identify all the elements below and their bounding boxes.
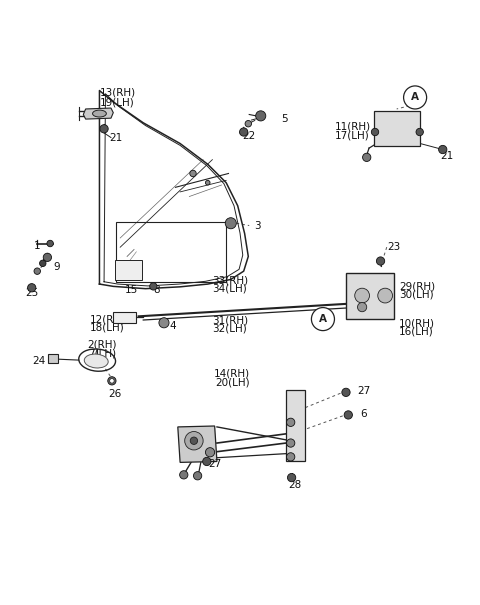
- Text: 4: 4: [169, 321, 176, 331]
- Circle shape: [439, 145, 447, 154]
- Circle shape: [355, 288, 370, 303]
- Circle shape: [108, 377, 116, 385]
- Text: 21: 21: [109, 134, 122, 143]
- Text: 22: 22: [242, 131, 256, 141]
- Ellipse shape: [84, 354, 108, 368]
- Circle shape: [190, 170, 196, 177]
- Text: 29(RH): 29(RH): [399, 281, 435, 292]
- Text: 28: 28: [288, 480, 302, 489]
- Text: 15: 15: [125, 284, 138, 295]
- Text: 30(LH): 30(LH): [399, 290, 433, 299]
- Circle shape: [190, 437, 198, 445]
- Polygon shape: [178, 426, 217, 462]
- Circle shape: [312, 307, 335, 330]
- Text: 11(RH): 11(RH): [335, 122, 371, 131]
- Circle shape: [159, 318, 169, 328]
- Circle shape: [39, 260, 46, 267]
- Text: 8: 8: [154, 284, 160, 295]
- Circle shape: [205, 180, 210, 185]
- Text: 27: 27: [208, 459, 221, 469]
- Text: 12(RH): 12(RH): [90, 314, 126, 324]
- Text: 26: 26: [108, 389, 121, 399]
- Text: 6: 6: [360, 409, 366, 419]
- FancyBboxPatch shape: [115, 260, 142, 280]
- Text: A: A: [319, 314, 327, 324]
- FancyBboxPatch shape: [286, 390, 304, 462]
- Text: 21: 21: [441, 151, 454, 161]
- Circle shape: [205, 448, 215, 457]
- Text: 20(LH): 20(LH): [215, 378, 250, 387]
- Circle shape: [150, 283, 157, 290]
- Circle shape: [34, 268, 40, 275]
- Text: 19(LH): 19(LH): [99, 97, 134, 107]
- Text: 7(LH): 7(LH): [88, 348, 116, 358]
- Text: 32(LH): 32(LH): [212, 323, 247, 333]
- Circle shape: [404, 86, 427, 109]
- Text: 16(LH): 16(LH): [399, 327, 434, 336]
- FancyBboxPatch shape: [373, 111, 420, 146]
- Circle shape: [100, 125, 108, 133]
- Circle shape: [27, 284, 36, 292]
- Text: 34(LH): 34(LH): [212, 284, 247, 293]
- Text: 5: 5: [281, 114, 288, 124]
- FancyBboxPatch shape: [48, 354, 58, 364]
- Circle shape: [240, 128, 248, 136]
- Text: 27: 27: [358, 386, 371, 396]
- FancyBboxPatch shape: [346, 272, 395, 319]
- Circle shape: [376, 257, 384, 265]
- Ellipse shape: [93, 110, 107, 117]
- Text: 10(RH): 10(RH): [399, 318, 435, 329]
- Circle shape: [43, 253, 51, 261]
- Circle shape: [287, 453, 295, 461]
- Circle shape: [362, 153, 371, 162]
- Circle shape: [416, 128, 423, 136]
- Circle shape: [203, 457, 211, 466]
- Text: 14(RH): 14(RH): [214, 369, 250, 379]
- Text: 13(RH): 13(RH): [99, 88, 135, 98]
- Text: 23: 23: [387, 242, 401, 252]
- Circle shape: [288, 474, 296, 482]
- Circle shape: [287, 418, 295, 427]
- Text: 24: 24: [32, 356, 45, 367]
- Circle shape: [256, 111, 266, 121]
- Text: 18(LH): 18(LH): [90, 322, 125, 332]
- Circle shape: [358, 302, 367, 312]
- Text: 3: 3: [254, 221, 261, 232]
- Polygon shape: [84, 108, 113, 119]
- Circle shape: [372, 128, 379, 136]
- Text: 1: 1: [34, 241, 40, 251]
- Text: 33(RH): 33(RH): [212, 275, 249, 286]
- Circle shape: [180, 471, 188, 479]
- FancyBboxPatch shape: [113, 312, 136, 323]
- Circle shape: [109, 379, 114, 383]
- Circle shape: [342, 388, 350, 396]
- Text: 9: 9: [53, 263, 60, 272]
- Text: 2(RH): 2(RH): [87, 340, 117, 350]
- Text: 17(LH): 17(LH): [335, 131, 369, 141]
- Text: A: A: [411, 93, 419, 102]
- Circle shape: [245, 120, 252, 127]
- Circle shape: [47, 240, 53, 247]
- Text: 25: 25: [25, 288, 38, 298]
- Circle shape: [344, 411, 352, 419]
- Circle shape: [378, 288, 393, 303]
- Text: 31(RH): 31(RH): [212, 315, 249, 325]
- Circle shape: [185, 431, 203, 450]
- Circle shape: [225, 218, 236, 229]
- Circle shape: [193, 472, 202, 480]
- Circle shape: [287, 439, 295, 447]
